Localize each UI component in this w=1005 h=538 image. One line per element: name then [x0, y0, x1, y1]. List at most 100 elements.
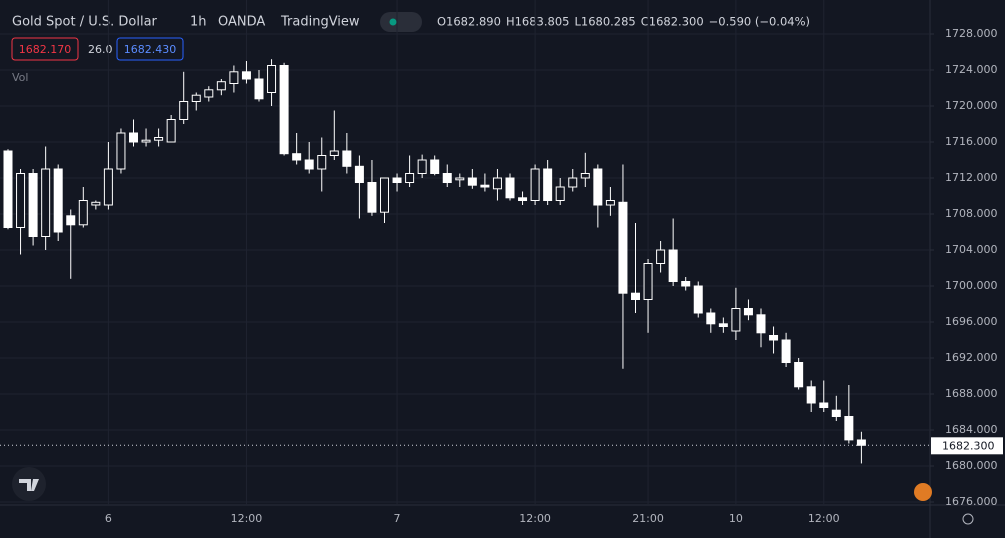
candle-body	[530, 168, 540, 201]
candle-body	[819, 402, 829, 408]
buy-box[interactable]	[116, 37, 184, 61]
last-price-label: 1682.300	[942, 439, 995, 452]
candle-body	[643, 263, 653, 300]
y-tick-label: 1704.000	[945, 243, 998, 256]
candle-body	[380, 177, 389, 213]
y-tick-label: 1688.000	[945, 387, 998, 400]
x-tick-label: 7	[394, 512, 401, 525]
candle-body	[166, 119, 176, 143]
candle-body	[781, 339, 791, 363]
candle-body	[91, 201, 101, 206]
candle-body	[16, 173, 26, 228]
candle-body	[3, 150, 13, 228]
candle-body	[769, 335, 779, 341]
last-price-box	[931, 437, 1003, 455]
status-pill[interactable]	[380, 12, 422, 32]
spread: 26.0	[88, 43, 113, 56]
candle-body	[342, 150, 352, 167]
candle-body	[743, 308, 753, 316]
candle-body	[605, 200, 615, 206]
candle-body	[191, 94, 201, 102]
candle-body	[329, 150, 339, 156]
status-dot	[389, 18, 397, 26]
x-tick-label: 10	[729, 512, 743, 525]
candle-body	[731, 308, 741, 332]
x-tick-label: 21:00	[632, 512, 664, 525]
candle-body	[317, 155, 327, 170]
candle-body	[229, 71, 239, 85]
y-tick-label: 1680.000	[945, 459, 998, 472]
candle-body	[392, 177, 402, 183]
logo-icon	[19, 479, 39, 491]
candle-body	[492, 177, 502, 190]
candle-body	[78, 200, 88, 226]
buy-price: 1682.430	[124, 43, 177, 56]
candle-body	[518, 197, 528, 202]
candle-body	[66, 215, 76, 226]
candle-body	[129, 132, 138, 143]
sell-box[interactable]	[11, 37, 79, 61]
y-tick-label: 1708.000	[945, 207, 998, 220]
candle-body	[467, 177, 477, 186]
y-tick-label: 1720.000	[945, 99, 998, 112]
candle-body	[354, 165, 364, 184]
candle-body	[41, 168, 51, 237]
source: OANDA	[218, 15, 265, 30]
candle-body	[28, 173, 38, 237]
settings-icon[interactable]	[962, 513, 974, 525]
candle-body	[505, 177, 515, 199]
chart-title: Gold Spot / U.S. Dollar	[12, 15, 158, 30]
candle-body	[568, 177, 578, 188]
candle-body	[806, 386, 816, 404]
y-tick-label: 1700.000	[945, 279, 998, 292]
candle-body	[154, 137, 164, 141]
candle-body	[241, 71, 251, 80]
candle-body	[367, 182, 377, 213]
candle-body	[430, 159, 440, 174]
flag-icon[interactable]	[914, 483, 932, 501]
candle-body	[304, 159, 314, 170]
ohlc-header: O1682.890 H1683.805 L1680.285 C1682.300 −0.5…	[437, 15, 810, 29]
x-tick-label: 12:00	[808, 512, 840, 525]
candle-body	[267, 65, 277, 93]
y-tick-label: 1684.000	[945, 423, 998, 436]
sell-price: 1682.170	[19, 43, 72, 56]
x-tick-label: 6	[105, 512, 112, 525]
ohlc-value: O1682.890	[437, 15, 501, 29]
candle-body	[794, 362, 804, 388]
y-tick-label: 1696.000	[945, 315, 998, 328]
candle-body	[53, 168, 63, 233]
candle-body	[844, 416, 854, 441]
candle-body	[618, 201, 628, 294]
candle-body	[116, 132, 126, 170]
candle-body	[681, 281, 691, 287]
candle-body	[204, 89, 214, 98]
candle-body	[718, 323, 728, 327]
candle-body	[706, 312, 716, 325]
y-tick-label: 1712.000	[945, 171, 998, 184]
platform: TradingView	[280, 15, 360, 30]
x-tick-label: 12:00	[231, 512, 263, 525]
candle-body	[693, 285, 703, 314]
candle-body	[831, 409, 841, 418]
y-tick-label: 1692.000	[945, 351, 998, 364]
candle-body	[856, 439, 866, 446]
candle-body	[543, 168, 553, 201]
candle-body	[580, 173, 590, 179]
candle-body	[756, 314, 766, 334]
candle-body	[656, 249, 666, 264]
candle-body	[405, 173, 415, 183]
candle-body	[668, 249, 678, 282]
volume-label: Vol	[12, 71, 28, 84]
y-tick-label: 1724.000	[945, 63, 998, 76]
candle-body	[179, 101, 189, 120]
candle-body	[254, 78, 264, 100]
candle-body	[279, 65, 289, 155]
candle-body	[555, 186, 565, 201]
candle-body	[480, 184, 490, 188]
candle-body	[417, 159, 427, 174]
ohlc-value: C1682.300	[641, 15, 704, 29]
candle-body	[103, 168, 113, 206]
